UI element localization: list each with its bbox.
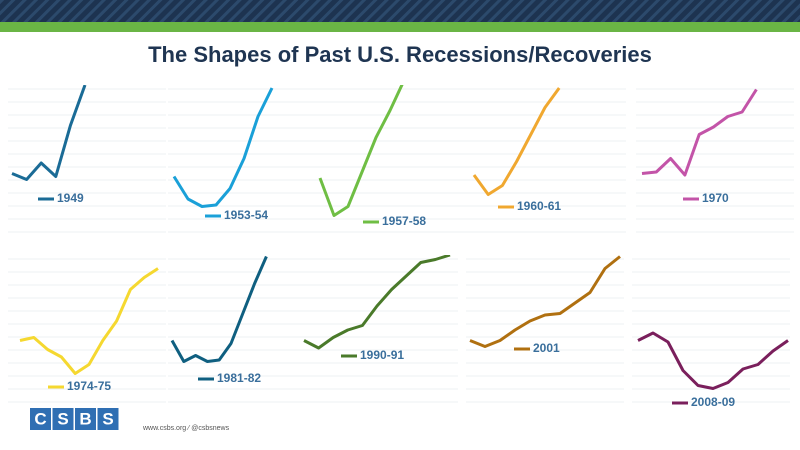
logo-box [97,408,119,430]
line [172,87,274,208]
legend-label: 1981-82 [217,371,261,385]
legend-label: 1949 [57,191,84,205]
line [170,255,268,363]
legend-label: 2001 [533,341,560,355]
legend-label: 2008-09 [691,395,735,409]
line [318,85,404,217]
legend-label: 1970 [702,191,729,205]
legend-label: 1974-75 [67,379,111,393]
line [641,88,758,177]
logo-box [30,408,51,430]
line [469,255,621,348]
logo-box [52,408,74,430]
legend-label: 1957-58 [382,214,426,228]
header-band [0,0,800,22]
line [637,331,789,390]
line [472,87,561,196]
logo-letter: C [34,409,46,428]
header-accent [0,22,800,32]
logo-box [75,408,96,430]
logo-letter: S [102,409,113,428]
logo-letter: S [57,409,68,428]
charts: 1949 1953-54 1957-58 1960-61 1970 1974-75 1981… [8,85,794,409]
logo-letter: B [79,409,91,428]
line [19,267,159,375]
line [303,255,451,350]
slide-title: The Shapes of Past U.S. Recessions/Recov… [148,42,652,67]
footer: www.csbs.org ⁄ @csbsnews [142,425,230,432]
legend-label: 1960-61 [517,199,561,213]
legend-label: 1953-54 [224,208,268,222]
line [11,85,87,181]
legend-label: 1990-91 [360,348,404,362]
